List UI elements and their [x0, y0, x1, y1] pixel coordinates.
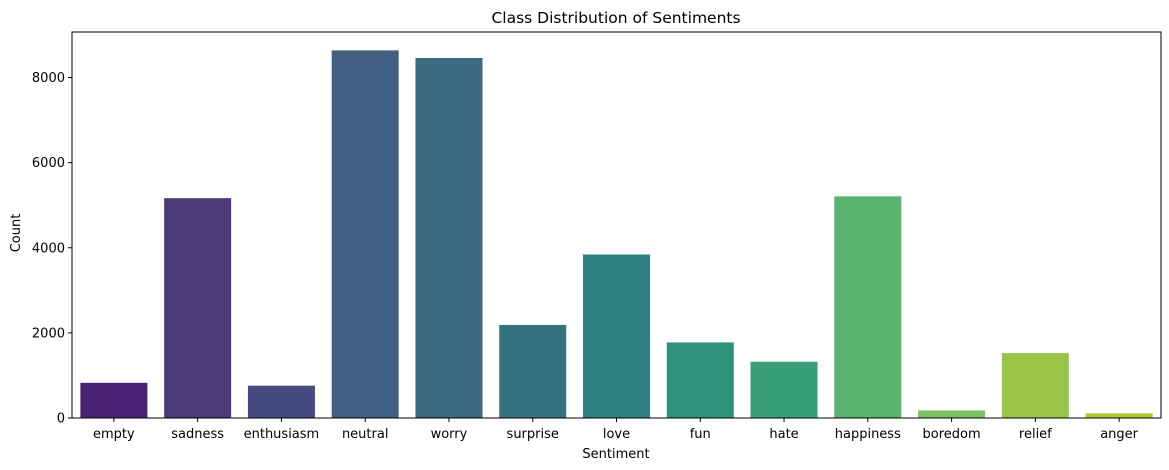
x-axis-label: Sentiment — [582, 447, 649, 462]
x-axis-ticks: empty sadness enthusiasm neutral worry surpri… — [93, 418, 1139, 442]
bar-fun — [666, 342, 734, 418]
x-tick-label: sadness — [171, 427, 224, 442]
y-axis-label: Count — [9, 214, 24, 253]
bar-empty — [80, 382, 148, 418]
bar-relief — [1001, 353, 1069, 418]
bar-anger — [1085, 413, 1153, 418]
x-tick-label: relief — [1019, 427, 1052, 442]
bar-happiness — [834, 196, 902, 418]
x-tick-label: fun — [690, 427, 711, 442]
x-tick-label: boredom — [923, 427, 981, 442]
x-tick-label: love — [603, 427, 630, 442]
bar-neutral — [331, 50, 399, 418]
bar-hate — [750, 361, 818, 418]
y-tick-label: 2000 — [32, 326, 65, 341]
x-tick-label: empty — [93, 427, 135, 442]
bar-surprise — [499, 324, 567, 418]
x-tick-label: worry — [431, 427, 468, 442]
x-tick-label: surprise — [507, 427, 559, 442]
x-tick-label: enthusiasm — [244, 427, 320, 442]
y-tick-label: 8000 — [32, 71, 65, 86]
bar-boredom — [918, 410, 986, 418]
bar-worry — [415, 58, 483, 418]
y-tick-label: 0 — [57, 412, 65, 427]
chart-title: Class Distribution of Sentiments — [491, 9, 740, 27]
y-tick-label: 4000 — [32, 241, 65, 256]
x-tick-label: happiness — [835, 427, 901, 442]
x-tick-label: hate — [769, 427, 798, 442]
plot-frame — [71, 31, 1162, 419]
bar-love — [582, 254, 651, 418]
x-tick-label: neutral — [342, 427, 389, 442]
x-tick-label: anger — [1100, 427, 1138, 442]
bar-enthusiasm — [247, 385, 315, 418]
y-tick-label: 6000 — [32, 156, 65, 171]
y-axis-ticks: 0 2000 4000 6000 8000 — [32, 71, 72, 427]
bars-group — [80, 50, 1153, 418]
bar-sadness — [164, 198, 232, 418]
